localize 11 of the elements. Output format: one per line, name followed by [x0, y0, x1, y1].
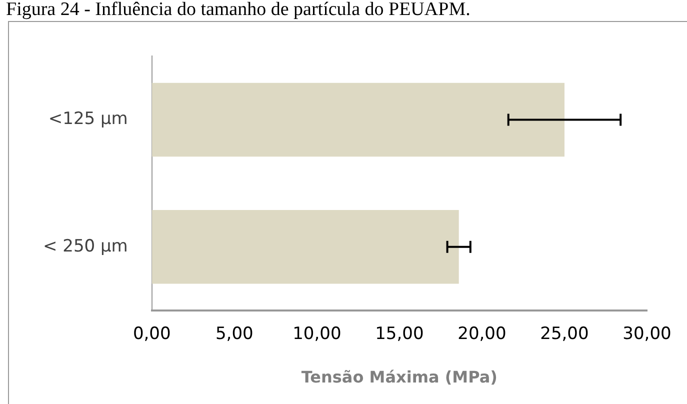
x-tick-label: 30,00 — [622, 324, 672, 344]
x-tick-label: 5,00 — [215, 324, 254, 344]
y-tick-label: < 250 µm — [42, 236, 128, 256]
x-axis-title: Tensão Máxima (MPa) — [301, 368, 498, 387]
x-tick-label: 10,00 — [292, 324, 342, 344]
x-tick-label: 25,00 — [540, 324, 589, 344]
chart-title: Figura 24 - Influência do tamanho de partícula do PEUAPM. — [5, 0, 472, 20]
x-tick-label: 20,00 — [458, 324, 506, 344]
y-tick-label: <125 µm — [48, 109, 128, 130]
x-tick-label: 0,00 — [132, 324, 171, 344]
x-tick-label: 15,00 — [375, 324, 424, 344]
